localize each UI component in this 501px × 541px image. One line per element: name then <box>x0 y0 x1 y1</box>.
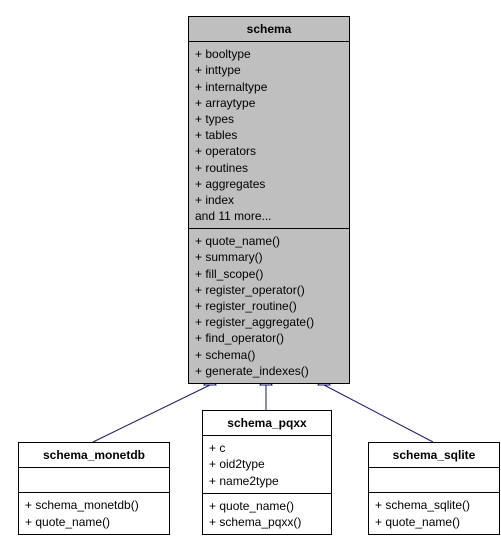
class-title: schema_sqlite <box>369 443 499 468</box>
class-attributes <box>19 468 169 493</box>
class-methods: + quote_name()+ schema_pqxx() <box>203 494 331 534</box>
class-parent: schema+ booltype+ inttype+ internaltype+… <box>188 16 350 384</box>
class-attributes: + booltype+ inttype+ internaltype+ array… <box>189 42 349 229</box>
class-child-1: schema_pqxx+ c+ oid2type+ name2type+ quo… <box>202 410 332 535</box>
class-methods: + schema_monetdb()+ quote_name() <box>19 493 169 533</box>
class-title: schema_pqxx <box>203 411 331 436</box>
class-methods: + schema_sqlite()+ quote_name() <box>369 493 499 533</box>
class-attributes: + c+ oid2type+ name2type <box>203 436 331 494</box>
class-title: schema <box>189 17 349 42</box>
class-methods: + quote_name()+ summary()+ fill_scope()+… <box>189 229 349 383</box>
class-title: schema_monetdb <box>19 443 169 468</box>
class-attributes <box>369 468 499 493</box>
